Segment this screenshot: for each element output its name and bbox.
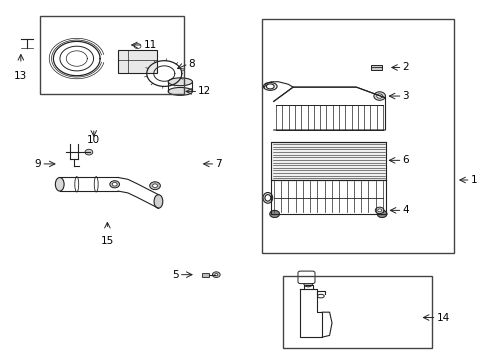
Circle shape	[214, 274, 217, 276]
Circle shape	[212, 272, 220, 278]
Circle shape	[149, 182, 160, 190]
Bar	[271, 143, 385, 180]
Circle shape	[376, 94, 382, 98]
Ellipse shape	[154, 195, 163, 208]
Text: 6: 6	[402, 156, 408, 165]
Circle shape	[374, 207, 383, 213]
Text: 4: 4	[402, 205, 408, 215]
Circle shape	[377, 209, 381, 212]
Ellipse shape	[55, 177, 64, 191]
Bar	[201, 273, 208, 277]
Bar	[118, 50, 157, 73]
Text: 7: 7	[215, 159, 222, 169]
Bar	[283, 276, 431, 348]
FancyBboxPatch shape	[297, 271, 314, 284]
Ellipse shape	[263, 82, 277, 90]
Text: 2: 2	[402, 63, 408, 72]
Text: 11: 11	[143, 40, 156, 50]
Circle shape	[152, 184, 157, 188]
Text: 15: 15	[101, 237, 114, 247]
Circle shape	[376, 210, 386, 217]
Ellipse shape	[264, 195, 270, 201]
Ellipse shape	[168, 78, 192, 86]
Text: 1: 1	[469, 175, 476, 185]
Circle shape	[269, 210, 279, 217]
Circle shape	[110, 181, 119, 188]
Text: 3: 3	[402, 91, 408, 101]
Ellipse shape	[317, 294, 324, 298]
Bar	[40, 16, 183, 94]
Text: 8: 8	[188, 59, 195, 69]
Bar	[261, 19, 453, 253]
Text: 12: 12	[198, 86, 211, 96]
Bar	[370, 64, 381, 70]
Circle shape	[303, 280, 312, 287]
Text: 9: 9	[35, 159, 41, 169]
Circle shape	[85, 149, 93, 155]
Text: 10: 10	[87, 135, 100, 145]
Text: 5: 5	[172, 270, 179, 280]
Ellipse shape	[266, 84, 274, 89]
Ellipse shape	[168, 87, 192, 95]
Circle shape	[134, 44, 141, 49]
Text: 13: 13	[14, 71, 27, 81]
Text: 14: 14	[436, 312, 449, 323]
Circle shape	[373, 92, 385, 100]
Circle shape	[112, 183, 117, 186]
Ellipse shape	[263, 193, 272, 203]
